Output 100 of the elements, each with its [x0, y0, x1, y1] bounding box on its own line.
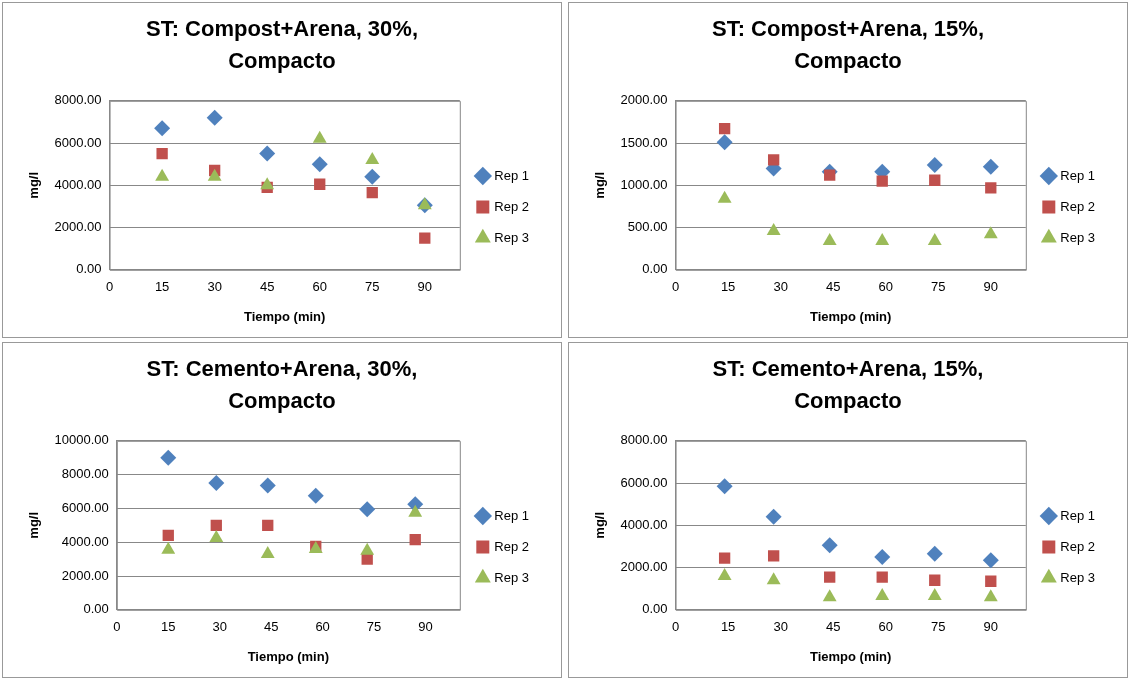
legend-label: Rep 1 [1060, 507, 1096, 523]
point [162, 529, 174, 542]
x-tick-label: 90 [417, 279, 433, 295]
x-tick-label: 0 [671, 279, 680, 295]
x-axis-title: Tiempo (min) [247, 648, 329, 664]
point [929, 174, 941, 186]
point [717, 568, 732, 580]
y-tick-label: 2000.00 [620, 92, 668, 108]
point [875, 233, 890, 246]
y-tick-label: 1000.00 [620, 176, 668, 192]
x-tick-label: 75 [931, 279, 946, 295]
point [408, 504, 423, 517]
x-tick-label: 15 [720, 619, 736, 635]
x-tick-label: 60 [878, 619, 893, 635]
point [765, 508, 782, 525]
y-tick-label: 6000.00 [620, 474, 668, 490]
point [985, 182, 997, 194]
y-tick-label: 6000.00 [61, 499, 109, 515]
y-tick-label: 6000.00 [54, 134, 102, 150]
point [982, 158, 999, 175]
point [821, 537, 838, 554]
y-tick-label: 1500.00 [620, 134, 668, 150]
point [156, 147, 168, 160]
point [875, 588, 890, 601]
x-tick-label: 0 [105, 279, 114, 295]
point [718, 552, 731, 564]
y-tick-label: 8000.00 [54, 92, 102, 108]
point [260, 177, 275, 190]
y-axis-title: mg/l [592, 171, 608, 199]
point [417, 197, 432, 210]
chart-title: ST: Compost+Arena, 15%, Compacto [711, 15, 985, 75]
x-tick-label: 60 [312, 279, 327, 295]
point [926, 157, 943, 174]
point [766, 222, 781, 235]
x-tick-label: 75 [366, 619, 382, 635]
x-tick-label: 75 [365, 279, 380, 295]
chart-title: ST: Cemento+Arena, 15%, Compacto [711, 355, 985, 415]
y-axis-title: mg/l [592, 511, 608, 539]
legend-label: Rep 3 [1060, 229, 1096, 245]
point [824, 169, 836, 181]
x-tick-label: 15 [161, 619, 176, 635]
y-axis-title: mg/l [26, 511, 42, 539]
legend-label: Rep 1 [1060, 167, 1096, 183]
point [360, 542, 375, 555]
y-tick-label: 2000.00 [54, 219, 102, 235]
point [359, 501, 376, 518]
legend-label: Rep 1 [494, 507, 530, 523]
y-tick-label: 500.00 [627, 219, 668, 235]
x-axis-title: Tiempo (min) [810, 308, 892, 324]
point [366, 187, 378, 199]
y-axis-title: mg/l [26, 171, 42, 199]
x-axis-title: Tiempo (min) [810, 648, 892, 664]
y-tick-label: 4000.00 [61, 533, 109, 549]
point [364, 168, 381, 185]
x-tick-label: 30 [773, 619, 788, 635]
legend-label: Rep 3 [494, 229, 530, 245]
y-tick-label: 0.00 [642, 261, 668, 277]
point [983, 226, 998, 239]
x-tick-label: 15 [720, 279, 736, 295]
point [927, 588, 942, 601]
point [208, 475, 225, 492]
point [768, 550, 780, 562]
point [210, 519, 222, 531]
x-tick-label: 0 [671, 619, 680, 635]
legend-label: Rep 1 [494, 167, 530, 183]
point [927, 233, 942, 246]
point [307, 487, 324, 504]
point [161, 541, 176, 554]
x-tick-label: 15 [154, 279, 170, 295]
y-tick-label: 10000.00 [54, 432, 109, 448]
point [259, 477, 276, 494]
point [985, 575, 997, 587]
point [876, 175, 888, 187]
y-tick-label: 4000.00 [620, 516, 668, 532]
legend-label: Rep 3 [494, 569, 530, 585]
y-tick-label: 0.00 [83, 601, 109, 617]
x-tick-label: 45 [263, 619, 279, 635]
y-tick-label: 8000.00 [61, 466, 109, 482]
point [154, 120, 171, 137]
x-tick-label: 45 [259, 279, 275, 295]
chart-title: ST: Compost+Arena, 30%, Compacto [145, 15, 419, 75]
y-tick-label: 4000.00 [54, 176, 102, 192]
y-tick-label: 2000.00 [61, 567, 109, 583]
point [419, 232, 431, 244]
y-tick-label: 2000.00 [620, 559, 668, 575]
point [717, 190, 732, 203]
x-tick-label: 60 [315, 619, 330, 635]
point [262, 519, 274, 531]
point [206, 109, 223, 126]
point [260, 546, 275, 559]
x-tick-label: 90 [983, 279, 999, 295]
point [982, 552, 999, 569]
legend-label: Rep 2 [494, 538, 530, 554]
point [768, 154, 780, 166]
x-tick-label: 30 [773, 279, 788, 295]
point [718, 123, 731, 135]
point [929, 574, 941, 586]
point [822, 589, 837, 602]
point [259, 145, 276, 162]
point [314, 178, 326, 190]
